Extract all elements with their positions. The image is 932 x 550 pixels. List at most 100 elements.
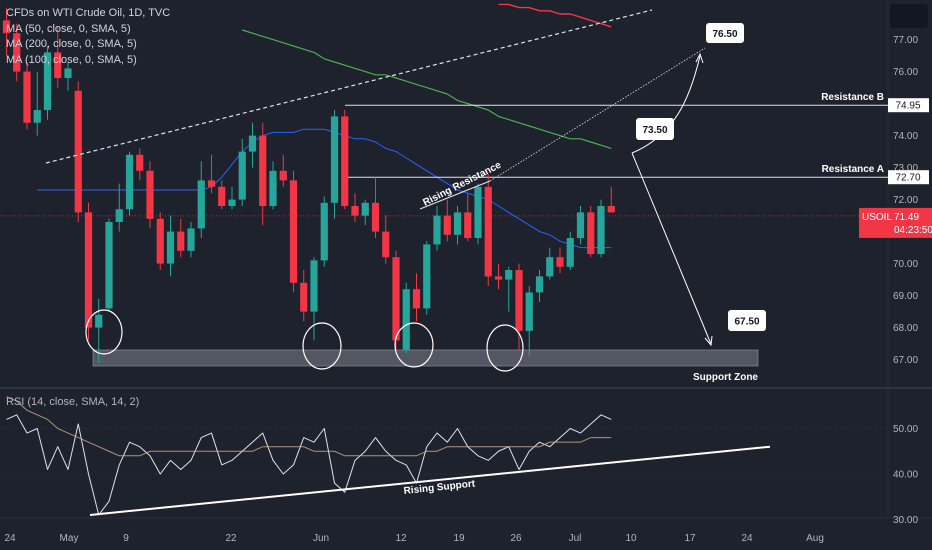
- support-circle-0: [85, 309, 123, 355]
- candle-body-50: [515, 270, 523, 331]
- candle-body-35: [361, 202, 369, 216]
- chart-title: CFDs on WTI Crude Oil, 1D, TVC: [6, 7, 171, 19]
- candle-body-6: [64, 68, 72, 78]
- price-tick-0: 77.00: [893, 35, 918, 46]
- time-tick-12: Aug: [806, 533, 824, 544]
- candle-body-3: [33, 110, 41, 123]
- rsi-line: [6, 414, 612, 516]
- price-tag-box: [859, 207, 932, 238]
- bullish-projection-arrow: [631, 55, 701, 154]
- candle-body-29: [300, 282, 308, 312]
- resistance-tag-label-1: 72.70: [895, 173, 920, 184]
- candle-body-59: [607, 206, 615, 213]
- candle-body-24: [248, 135, 257, 152]
- candle-body-16: [166, 231, 175, 264]
- candle-body-27: [279, 170, 287, 181]
- chart-legend: CFDs on WTI Crude Oil, 1D, TVC MA (50, c…: [6, 6, 170, 68]
- bearish-arrow-head: [704, 335, 713, 347]
- candle-body-2: [23, 71, 31, 123]
- time-tick-6: 19: [453, 533, 465, 544]
- price-tag-symbol: USOIL: [862, 212, 892, 223]
- time-tick-7: 26: [510, 533, 522, 544]
- price-tick-1: 76.00: [893, 67, 918, 78]
- time-tick-0: 24: [4, 533, 16, 544]
- candle-body-52: [535, 276, 544, 293]
- candle-body-12: [125, 154, 134, 210]
- ma100-legend: MA (100, close, 0, SMA, 5): [6, 53, 137, 66]
- price-tick-8: 69.00: [893, 291, 918, 302]
- time-tick-10: 17: [684, 533, 696, 544]
- candle-body-18: [187, 228, 195, 251]
- time-tick-3: 22: [225, 533, 237, 544]
- candle-body-7: [74, 90, 82, 213]
- candle-body-44: [453, 212, 462, 235]
- candle-body-13: [136, 154, 144, 171]
- support-circle-2: [394, 322, 434, 368]
- candle-body-51: [525, 292, 533, 331]
- candle-body-32: [330, 116, 339, 203]
- candle-body-47: [484, 186, 492, 277]
- resistance-tag-1: [888, 170, 929, 185]
- candle-body-4: [43, 52, 52, 110]
- price-tick-10: 67.00: [893, 355, 918, 366]
- time-tick-1: May: [60, 533, 79, 544]
- resistance-label-1: Resistance A: [822, 164, 884, 175]
- time-tick-8: Jul: [569, 533, 582, 544]
- upper-dashed-trendline: [45, 9, 653, 164]
- candle-body-21: [218, 186, 226, 206]
- candle-body-28: [289, 180, 298, 283]
- support-circle-3: [486, 324, 524, 372]
- candle-body-26: [269, 170, 277, 206]
- support-callout-label: 67.50: [734, 317, 759, 328]
- candle-body-1: [13, 33, 21, 72]
- candle-body-34: [351, 206, 359, 216]
- resistance-tag-0: [888, 98, 929, 113]
- target-callout-label: 76.50: [712, 29, 737, 40]
- rsi-tick-2: 30.00: [893, 515, 918, 526]
- candle-body-42: [433, 215, 441, 245]
- ma100-line: [242, 29, 612, 149]
- price-tick-9: 68.00: [893, 323, 918, 334]
- candle-body-53: [546, 257, 554, 277]
- rsi-tick-1: 40.00: [893, 470, 918, 481]
- candle-body-57: [587, 212, 595, 254]
- candle-body-55: [566, 238, 574, 267]
- time-tick-2: 9: [123, 533, 129, 544]
- candle-body-36: [371, 202, 380, 232]
- price-tick-4: 73.00: [893, 163, 918, 174]
- rsi-legend: RSI (14, close, SMA, 14, 2): [6, 396, 140, 408]
- candle-body-45: [464, 212, 472, 238]
- candle-body-9: [95, 314, 103, 328]
- price-tag-price: 71.49: [894, 212, 919, 223]
- candle-body-22: [228, 199, 236, 206]
- resistance-label-0: Resistance B: [821, 92, 884, 103]
- candle-body-54: [556, 257, 564, 267]
- price-tick-5: 72.00: [893, 195, 918, 206]
- candle-body-46: [474, 186, 482, 238]
- candle-body-41: [423, 244, 431, 309]
- entry-callout-box: [636, 118, 674, 140]
- support-circle-1: [302, 322, 342, 370]
- toolbar-button[interactable]: [890, 4, 928, 28]
- bearish-projection-arrow: [631, 152, 712, 345]
- candle-body-33: [341, 116, 349, 206]
- candle-body-31: [320, 202, 328, 261]
- candle-body-49: [505, 270, 513, 280]
- target-callout-box: [706, 23, 744, 43]
- rsi-tick-0: 50.00: [893, 424, 918, 435]
- candle-body-39: [402, 289, 410, 350]
- entry-callout-label: 73.50: [642, 125, 667, 136]
- price-tick-3: 74.00: [893, 131, 918, 142]
- candle-body-14: [146, 170, 154, 219]
- candle-body-8: [84, 212, 93, 328]
- ma200-legend: MA (200, close, 0, SMA, 5): [6, 38, 137, 50]
- candle-body-11: [115, 209, 123, 222]
- support-zone-label: Support Zone: [693, 372, 758, 383]
- candle-body-56: [576, 212, 585, 238]
- candle-body-5: [54, 52, 62, 78]
- candle-body-0: [2, 20, 11, 34]
- time-tick-9: 10: [625, 533, 637, 544]
- candle-body-17: [177, 231, 185, 251]
